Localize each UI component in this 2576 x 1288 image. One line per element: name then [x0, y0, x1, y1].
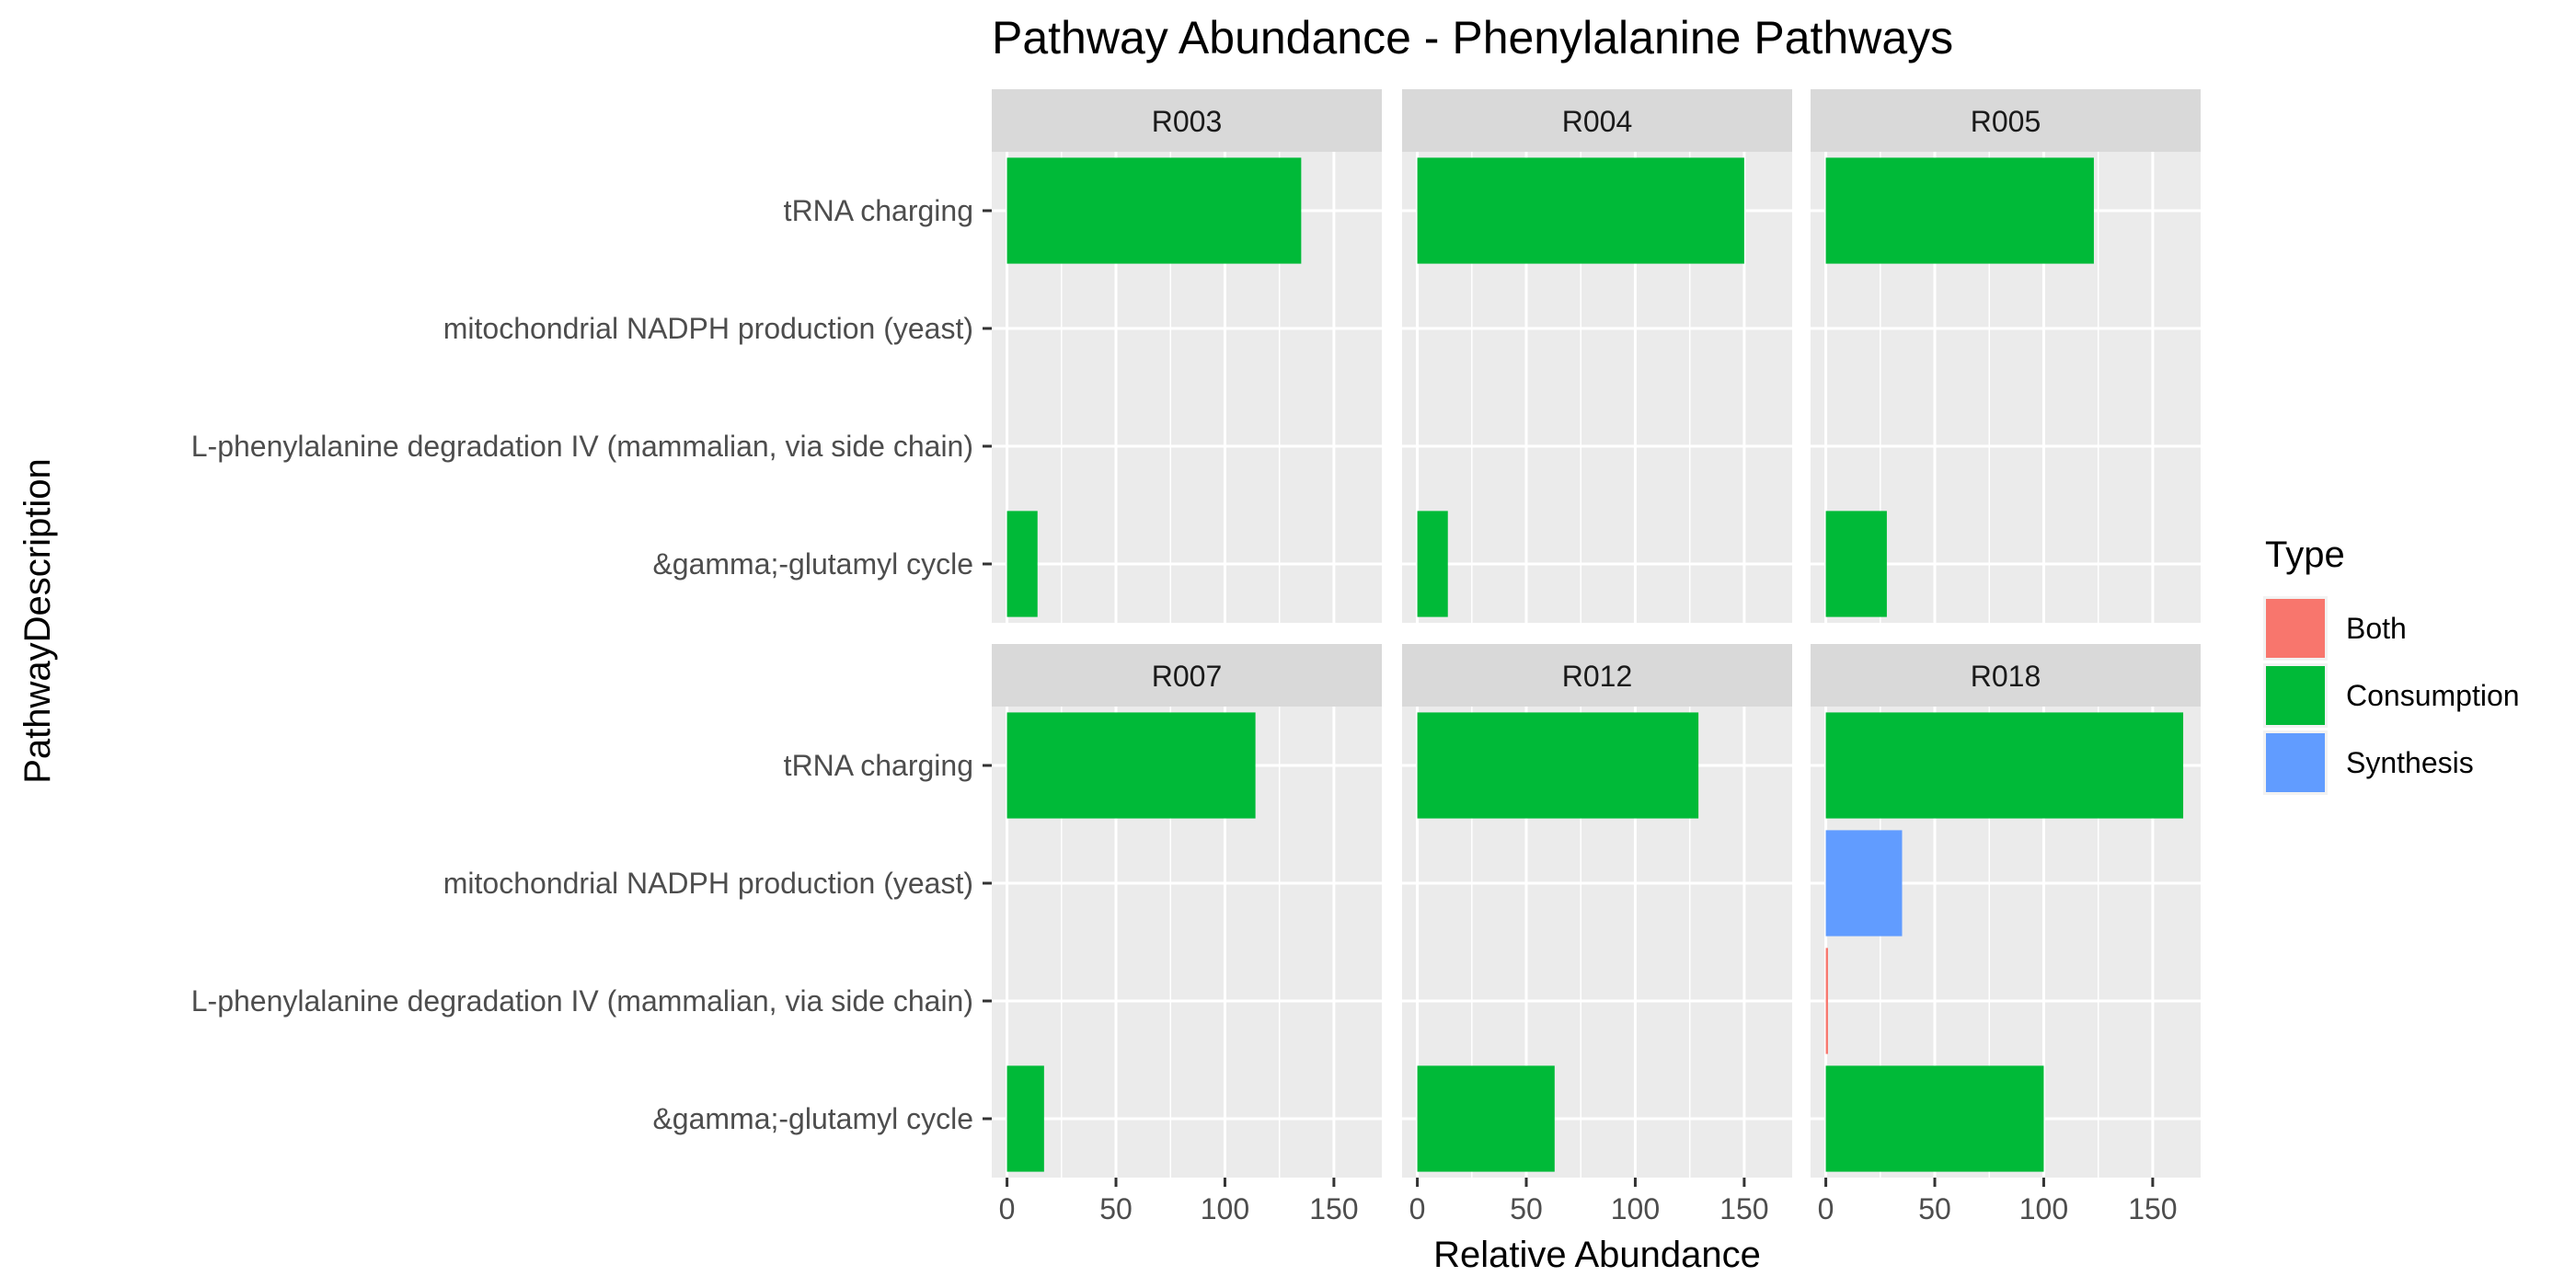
x-tick-label: 0 [999, 1192, 1016, 1225]
panel-r004-strip [1402, 89, 1792, 152]
y-tick-label: L-phenylalanine degradation IV (mammalia… [191, 430, 973, 463]
panel-r007-strip-label: R007 [1152, 660, 1223, 693]
panel-r003-strip-label: R003 [1152, 105, 1223, 138]
x-tick-label: 50 [1918, 1192, 1951, 1225]
y-tick-label: &gamma;-glutamyl cycle [652, 547, 973, 581]
panel-r012-bar-gamma-glutamyl-cycle [1417, 1065, 1555, 1172]
chart-title: Pathway Abundance - Phenylalanine Pathwa… [992, 12, 1953, 63]
y-tick-label: &gamma;-glutamyl cycle [652, 1102, 973, 1135]
panel-r003-bar-trna-charging [1006, 157, 1302, 264]
legend-swatch-consumption [2266, 666, 2325, 725]
panel-r005-strip-label: R005 [1971, 105, 2041, 138]
x-tick-label: 0 [1818, 1192, 1834, 1225]
legend-title: Type [2265, 535, 2345, 575]
panel-r012-bar-trna-charging [1417, 712, 1699, 819]
panel-r003-strip [992, 89, 1382, 152]
panel-r018-bar-trna-charging [1825, 712, 2184, 819]
panel-r018-bar-mitochondrial-nadph-production-yeast [1825, 830, 1903, 937]
panel-r005-bar-gamma-glutamyl-cycle [1825, 511, 1887, 617]
x-tick-label: 150 [1719, 1192, 1768, 1225]
panel-r004-strip-label: R004 [1562, 105, 1633, 138]
x-tick-label: 100 [1611, 1192, 1660, 1225]
x-axis-label: Relative Abundance [1433, 1235, 1761, 1275]
x-tick-label: 50 [1099, 1192, 1133, 1225]
x-tick-label: 150 [1309, 1192, 1358, 1225]
panel-r007-strip [992, 644, 1382, 707]
y-tick-label: tRNA charging [784, 749, 973, 782]
panel-r012-strip [1402, 644, 1792, 707]
y-tick-label: mitochondrial NADPH production (yeast) [443, 312, 973, 345]
x-tick-label: 50 [1510, 1192, 1543, 1225]
legend-swatch-synthesis [2266, 733, 2325, 792]
panel-r005-bar-trna-charging [1825, 157, 2094, 264]
panel-r018-strip-label: R018 [1971, 660, 2041, 693]
y-axis-label: PathwayDescription [17, 458, 58, 784]
panel-r007-bar-trna-charging [1006, 712, 1256, 819]
x-tick-label: 100 [1201, 1192, 1249, 1225]
panel-r005-strip [1811, 89, 2201, 152]
panel-r012-strip-label: R012 [1562, 660, 1633, 693]
x-tick-label: 100 [2019, 1192, 2068, 1225]
legend-label-synthesis: Synthesis [2346, 746, 2474, 779]
legend-label-consumption: Consumption [2346, 679, 2520, 712]
panel-r018-strip [1811, 644, 2201, 707]
y-tick-label: tRNA charging [784, 194, 973, 227]
x-tick-label: 0 [1409, 1192, 1426, 1225]
panel-r003-bar-gamma-glutamyl-cycle [1006, 511, 1038, 617]
panel-r018-bar-gamma-glutamyl-cycle [1825, 1065, 2044, 1172]
legend-label-both: Both [2346, 612, 2407, 645]
panel-r004-bar-gamma-glutamyl-cycle [1417, 511, 1448, 617]
y-tick-label: mitochondrial NADPH production (yeast) [443, 867, 973, 900]
legend: Type Both Consumption Synthesis [2263, 535, 2520, 795]
panel-r018-bar-l-phenylalanine-degradation-iv-mammalian-via-side-chain [1825, 948, 1828, 1054]
legend-swatch-both [2266, 599, 2325, 658]
panel-r007-bar-gamma-glutamyl-cycle [1006, 1065, 1044, 1172]
x-tick-label: 150 [2128, 1192, 2177, 1225]
panel-r004-bar-trna-charging [1417, 157, 1744, 264]
y-tick-label: L-phenylalanine degradation IV (mammalia… [191, 984, 973, 1018]
